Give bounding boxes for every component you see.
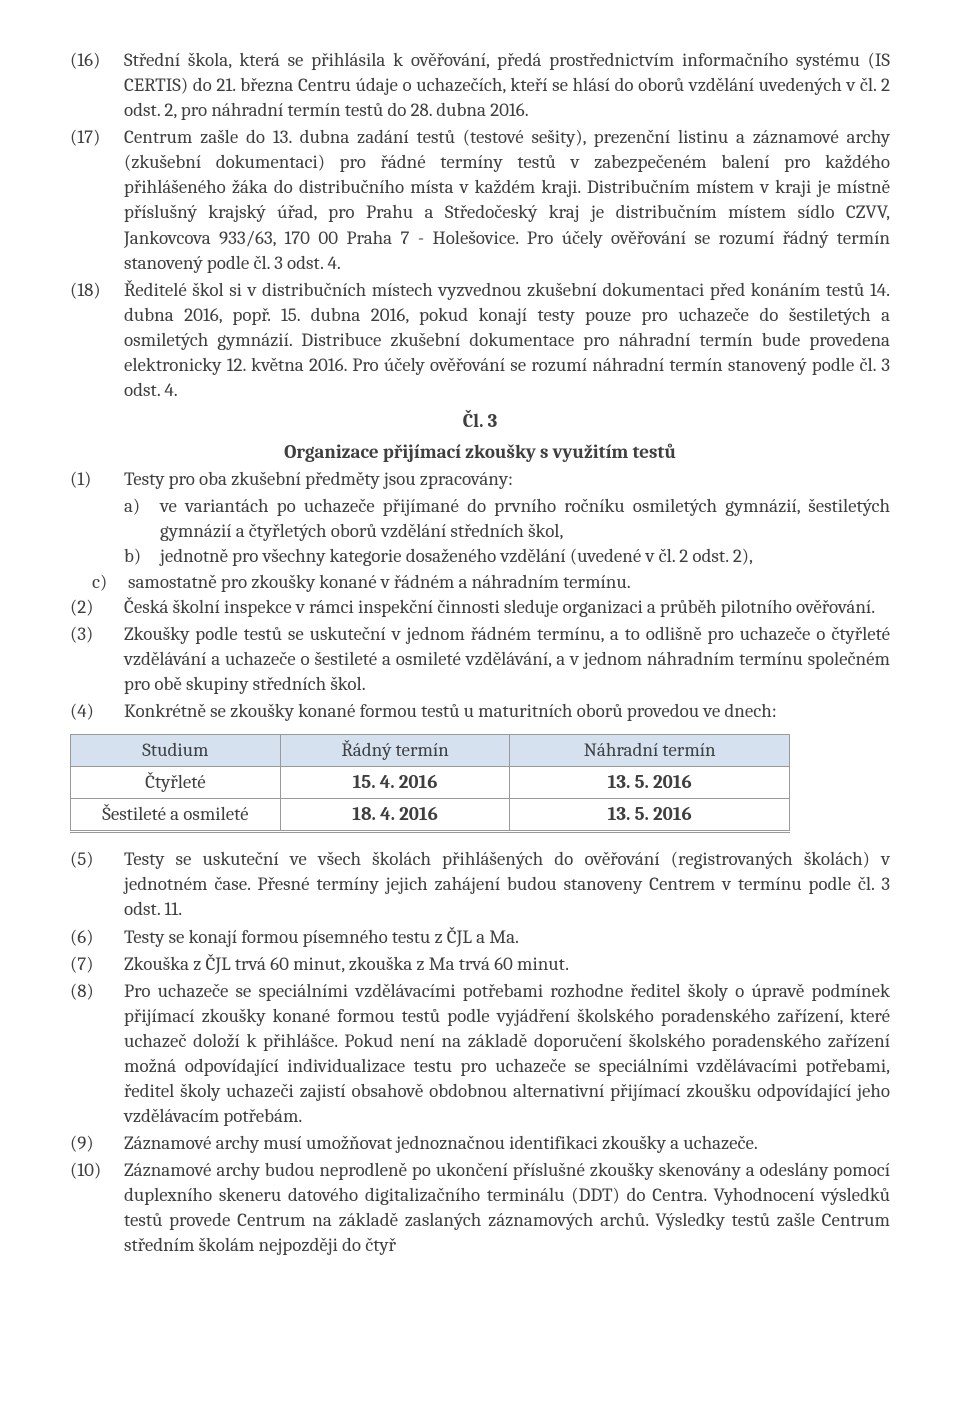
paragraph-text: Pro uchazeče se speciálními vzdělávacími…	[124, 979, 890, 1129]
paragraph-text: Záznamové archy budou neprodleně po ukon…	[124, 1158, 890, 1258]
paragraph-4: (4) Konkrétně se zkoušky konané formou t…	[70, 699, 890, 724]
paragraph-text: Centrum zašle do 13. dubna zadání testů …	[124, 125, 890, 275]
paragraph-text: Zkoušky podle testů se uskuteční v jedno…	[124, 622, 890, 697]
table-header-row: Studium Řádný termín Náhradní termín	[71, 735, 790, 767]
paragraph-text: Testy se uskuteční ve všech školách přih…	[124, 847, 890, 922]
paragraph-17: (17) Centrum zašle do 13. dubna zadání t…	[70, 125, 890, 275]
paragraph-number: (3)	[70, 622, 124, 647]
paragraph-8: (8) Pro uchazeče se speciálními vzděláva…	[70, 979, 890, 1129]
paragraph-number: (6)	[70, 925, 124, 950]
paragraph-text: Testy se konají formou písemného testu z…	[124, 925, 890, 950]
paragraph-18: (18) Ředitelé škol si v distribučních mí…	[70, 278, 890, 403]
table-row: Šestileté a osmileté 18. 4. 2016 13. 5. …	[71, 799, 790, 832]
sub-letter: a)	[124, 494, 160, 544]
table-cell: 15. 4. 2016	[280, 767, 510, 799]
sub-item-b: b) jednotně pro všechny kategorie dosaže…	[124, 544, 890, 569]
sub-text: ve variantách po uchazeče přijímané do p…	[160, 494, 890, 544]
paragraph-lead: Testy pro oba zkušební předměty jsou zpr…	[124, 467, 890, 492]
paragraph-number: (17)	[70, 125, 124, 150]
paragraph-number: (8)	[70, 979, 124, 1004]
sub-letter: c)	[92, 570, 128, 595]
table-cell: Čtyřleté	[71, 767, 281, 799]
paragraph-text: Střední škola, která se přihlásila k ově…	[124, 48, 890, 123]
paragraph-number: (2)	[70, 595, 124, 620]
table-cell: 13. 5. 2016	[510, 767, 790, 799]
table-cell: 13. 5. 2016	[510, 799, 790, 832]
table-cell: Šestileté a osmileté	[71, 799, 281, 832]
paragraph-2: (2) Česká školní inspekce v rámci inspek…	[70, 595, 890, 620]
paragraph-number: (1)	[70, 467, 124, 492]
table-cell: 18. 4. 2016	[280, 799, 510, 832]
table-header-cell: Náhradní termín	[510, 735, 790, 767]
paragraph-text: Česká školní inspekce v rámci inspekční …	[124, 595, 890, 620]
paragraph-7: (7) Zkouška z ČJL trvá 60 minut, zkouška…	[70, 952, 890, 977]
table-header-cell: Řádný termín	[280, 735, 510, 767]
sub-list: a) ve variantách po uchazeče přijímané d…	[124, 494, 890, 569]
paragraph-number: (10)	[70, 1158, 124, 1183]
sub-item-a: a) ve variantách po uchazeče přijímané d…	[124, 494, 890, 544]
article-title: Organizace přijímací zkoušky s využitím …	[70, 440, 890, 465]
paragraph-number: (7)	[70, 952, 124, 977]
paragraph-number: (16)	[70, 48, 124, 73]
paragraph-6: (6) Testy se konají formou písemného tes…	[70, 925, 890, 950]
sub-letter: b)	[124, 544, 160, 569]
article-number: Čl. 3	[70, 409, 890, 434]
paragraph-number: (9)	[70, 1131, 124, 1156]
paragraph-text: Konkrétně se zkoušky konané formou testů…	[124, 699, 890, 724]
sub-item-c: c) samostatně pro zkoušky konané v řádné…	[92, 570, 890, 595]
paragraph-text: Záznamové archy musí umožňovat jednoznač…	[124, 1131, 890, 1156]
table-header-cell: Studium	[71, 735, 281, 767]
paragraph-number: (4)	[70, 699, 124, 724]
paragraph-number: (18)	[70, 278, 124, 303]
paragraph-5: (5) Testy se uskuteční ve všech školách …	[70, 847, 890, 922]
paragraph-text: Zkouška z ČJL trvá 60 minut, zkouška z M…	[124, 952, 890, 977]
sub-text: samostatně pro zkoušky konané v řádném a…	[128, 570, 890, 595]
table-row: Čtyřleté 15. 4. 2016 13. 5. 2016	[71, 767, 790, 799]
paragraph-number: (5)	[70, 847, 124, 872]
paragraph-10: (10) Záznamové archy budou neprodleně po…	[70, 1158, 890, 1258]
sub-text: jednotně pro všechny kategorie dosaženéh…	[160, 544, 890, 569]
paragraph-1: (1) Testy pro oba zkušební předměty jsou…	[70, 467, 890, 492]
paragraph-16: (16) Střední škola, která se přihlásila …	[70, 48, 890, 123]
paragraph-3: (3) Zkoušky podle testů se uskuteční v j…	[70, 622, 890, 697]
paragraph-9: (9) Záznamové archy musí umožňovat jedno…	[70, 1131, 890, 1156]
paragraph-text: Ředitelé škol si v distribučních místech…	[124, 278, 890, 403]
terms-table: Studium Řádný termín Náhradní termín Čty…	[70, 734, 790, 833]
